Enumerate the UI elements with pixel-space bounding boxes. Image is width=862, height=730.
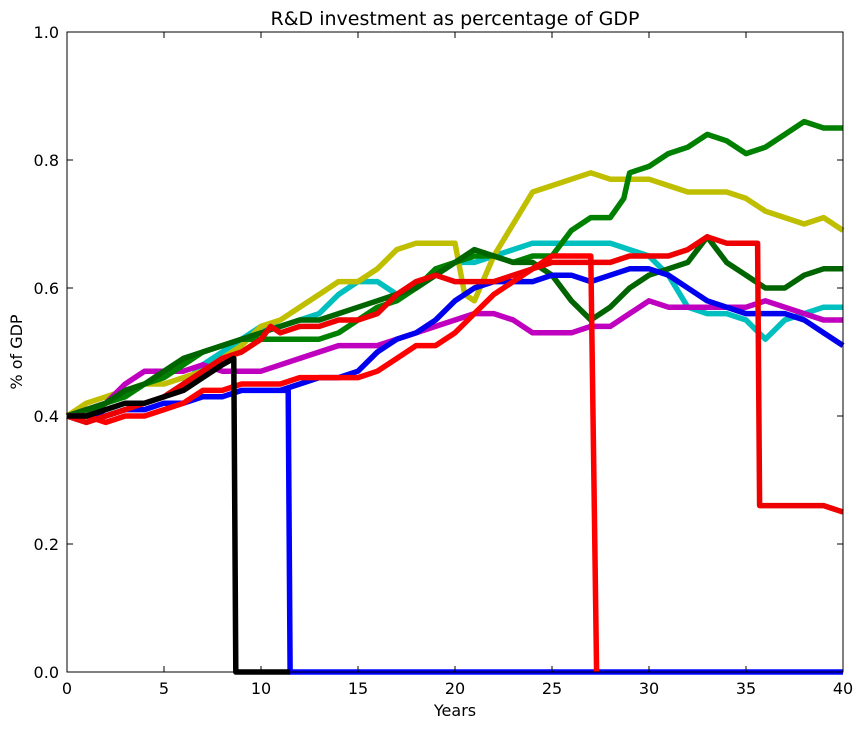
series-line-5 bbox=[66, 234, 843, 419]
x-tick-label: 5 bbox=[159, 679, 169, 698]
x-tick-label: 40 bbox=[833, 679, 853, 698]
chart-title: R&D investment as percentage of GDP bbox=[271, 8, 640, 30]
y-axis-ticks: 0.0 0.2 0.4 0.6 0.8 1.0 bbox=[34, 23, 843, 682]
x-axis-ticks: 0 5 10 15 20 25 30 35 40 bbox=[62, 32, 853, 698]
series-line-8 bbox=[67, 253, 600, 673]
x-tick-label: 30 bbox=[639, 679, 659, 698]
y-tick-label: 0.0 bbox=[34, 663, 59, 682]
y-tick-label: 0.6 bbox=[34, 279, 59, 298]
x-axis-label: Years bbox=[433, 701, 476, 720]
series-layer bbox=[65, 118, 845, 675]
x-tick-label: 0 bbox=[62, 679, 72, 698]
series-line-9 bbox=[66, 234, 844, 515]
x-tick-label: 35 bbox=[736, 679, 756, 698]
y-tick-label: 0.4 bbox=[34, 407, 59, 426]
series-line-3 bbox=[66, 298, 843, 419]
series-line-10 bbox=[67, 355, 291, 675]
y-tick-label: 1.0 bbox=[34, 23, 59, 42]
y-axis-label: % of GDP bbox=[7, 314, 26, 390]
plot-frame bbox=[66, 31, 844, 673]
series-line-6 bbox=[67, 387, 843, 675]
x-tick-label: 10 bbox=[251, 679, 271, 698]
x-tick-label: 15 bbox=[348, 679, 368, 698]
y-tick-label: 0.2 bbox=[34, 535, 59, 554]
series-line-7 bbox=[279, 266, 845, 394]
series-line-2 bbox=[65, 170, 845, 419]
x-tick-label: 25 bbox=[542, 679, 562, 698]
y-tick-label: 0.8 bbox=[34, 151, 59, 170]
x-tick-label: 20 bbox=[445, 679, 465, 698]
